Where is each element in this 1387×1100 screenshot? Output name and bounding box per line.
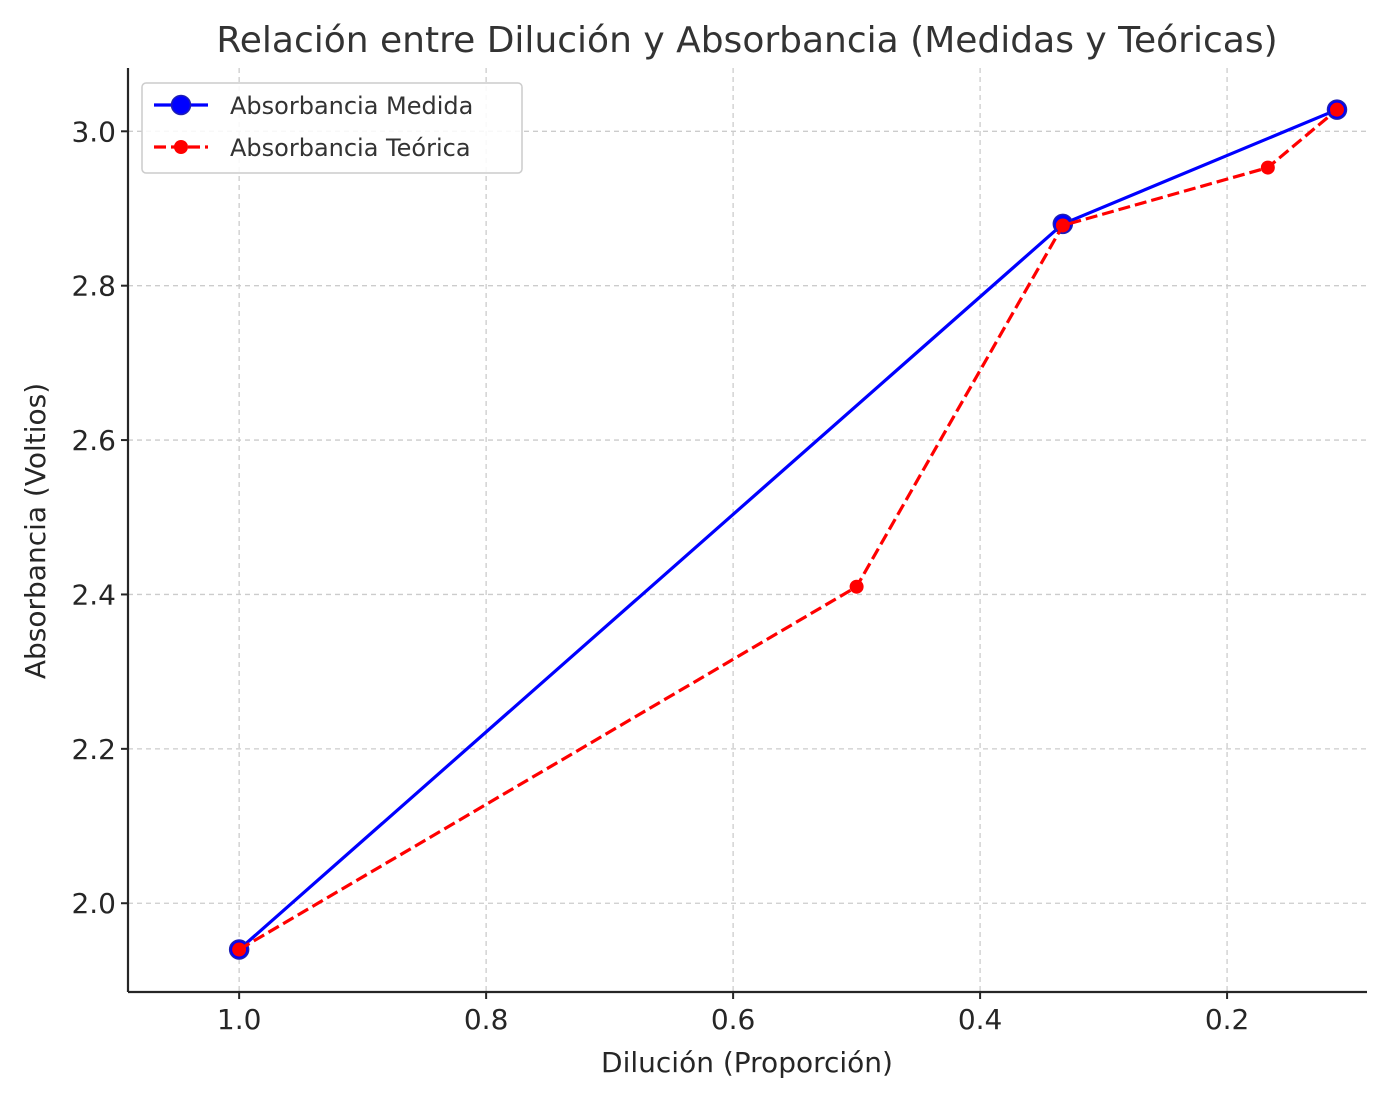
legend-label: Absorbancia Teórica bbox=[230, 134, 471, 162]
legend-marker bbox=[174, 140, 188, 154]
x-tick-label: 0.6 bbox=[711, 1003, 756, 1036]
data-point bbox=[1055, 218, 1070, 233]
legend-box bbox=[141, 82, 523, 174]
legend: Absorbancia Medida Absorbancia Teórica bbox=[141, 82, 523, 174]
series-layer bbox=[228, 99, 1348, 960]
y-axis-label: Absorbancia (Voltios) bbox=[19, 383, 52, 679]
x-tick-label: 1.0 bbox=[217, 1003, 262, 1036]
y-tick-label: 3.0 bbox=[71, 115, 116, 148]
axes: 1.0 0.8 0.6 0.4 0.2 2.0 2.2 2.4 2.6 2.8 3.0 bbox=[71, 68, 1367, 1036]
grid bbox=[128, 68, 1367, 992]
data-point bbox=[1329, 102, 1344, 117]
chart-title: Relación entre Dilución y Absorbancia (M… bbox=[216, 20, 1277, 61]
y-tick-label: 2.2 bbox=[71, 733, 116, 766]
legend-label: Absorbancia Medida bbox=[230, 92, 473, 120]
data-point bbox=[1260, 160, 1275, 175]
x-tick-label: 0.2 bbox=[1205, 1003, 1250, 1036]
x-tick-label: 0.8 bbox=[464, 1003, 509, 1036]
y-tick-label: 2.4 bbox=[71, 578, 116, 611]
y-tick-label: 2.8 bbox=[71, 270, 116, 303]
data-point bbox=[849, 579, 864, 594]
x-tick-label: 0.4 bbox=[958, 1003, 1003, 1036]
y-tick-label: 2.0 bbox=[71, 887, 116, 920]
series-absorbancia-teorica bbox=[232, 102, 1344, 957]
legend-marker bbox=[170, 94, 192, 116]
y-tick-label: 2.6 bbox=[71, 424, 116, 457]
data-point bbox=[232, 942, 247, 957]
x-axis-label: Dilución (Proporción) bbox=[601, 1046, 893, 1079]
